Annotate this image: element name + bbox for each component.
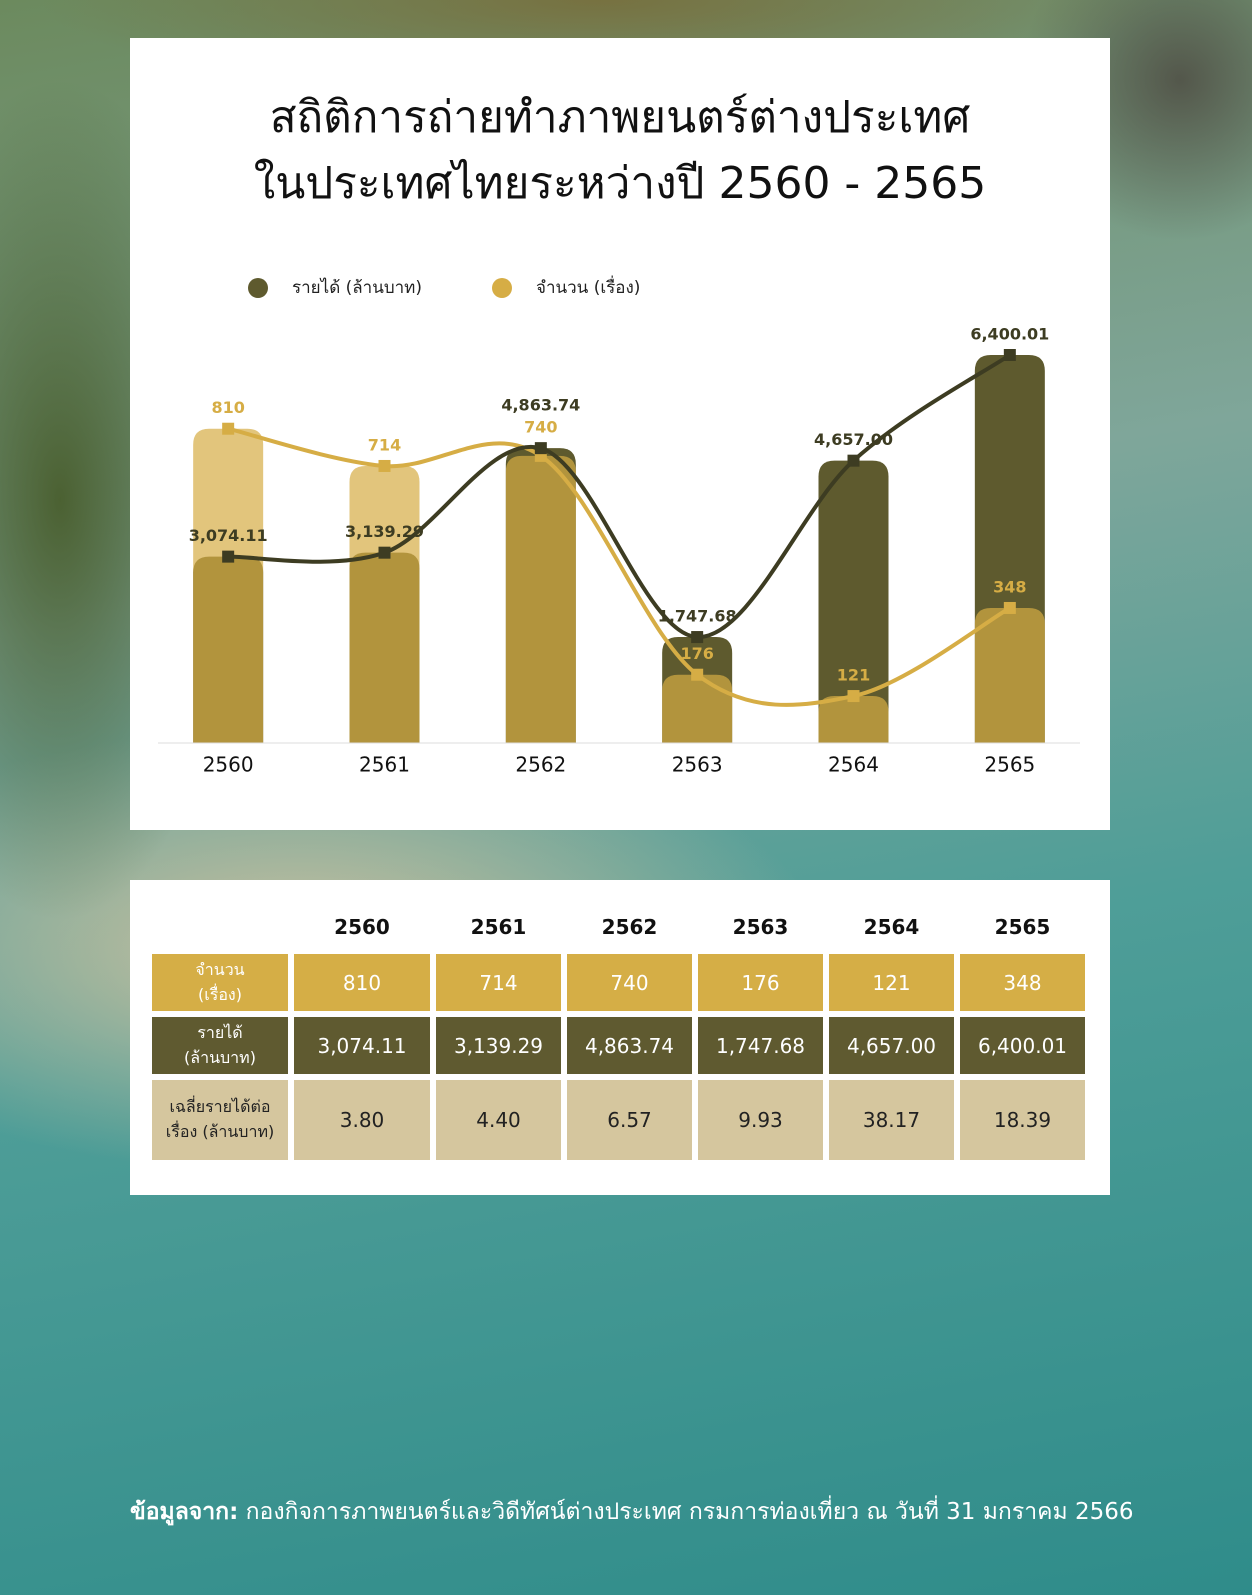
x-tick-label: 2563 <box>672 753 723 777</box>
header-row: 2560 2561 2562 2563 2564 2565 <box>152 906 1085 948</box>
cell: 1,747.68 <box>698 1017 823 1074</box>
marker <box>534 442 547 455</box>
legend-swatch <box>248 278 268 298</box>
cell: 3,074.11 <box>294 1017 430 1074</box>
x-tick-label: 2564 <box>828 753 879 777</box>
line <box>228 353 1011 640</box>
data-label: 121 <box>837 666 870 685</box>
legend-label: รายได้ (ล้านบาท) <box>292 277 422 298</box>
cell: 810 <box>294 954 430 1011</box>
marker <box>847 454 860 467</box>
chart-title: สถิติการถ่ายทำภาพยนตร์ต่างประเทศ ในประเท… <box>253 92 987 209</box>
data-label: 740 <box>524 418 557 437</box>
cell: 176 <box>698 954 823 1011</box>
table-row: รายได้ (ล้านบาท) 3,074.11 3,139.29 4,863.74… <box>152 1017 1085 1074</box>
marker <box>691 631 704 644</box>
row-label: จำนวน (เรื่อง) <box>152 954 288 1011</box>
cell: 9.93 <box>698 1080 823 1160</box>
bar <box>974 607 1045 743</box>
data-label: 714 <box>368 435 401 454</box>
cell: 121 <box>829 954 954 1011</box>
column-header: 2560 <box>334 915 390 939</box>
table-row: เฉลี่ยรายได้ต่อ เรื่อง (ล้านบาท) 3.80 4.40… <box>152 1080 1085 1160</box>
data-label: 3,074.11 <box>189 526 268 545</box>
cell: 18.39 <box>960 1080 1085 1160</box>
data-label: 810 <box>211 398 244 417</box>
data-label: 348 <box>993 577 1026 596</box>
column-header: 2563 <box>732 915 789 939</box>
chart-card <box>130 38 1110 830</box>
cell: 3.80 <box>294 1080 430 1160</box>
cell: 38.17 <box>829 1080 954 1160</box>
data-label: 176 <box>680 644 713 663</box>
cell: 4,863.74 <box>567 1017 692 1074</box>
data-label: 1,747.68 <box>658 607 737 626</box>
cell: 740 <box>567 954 692 1011</box>
table-row: จำนวน (เรื่อง) 810 714 740 176 121 348 <box>152 954 1085 1011</box>
marker <box>378 459 391 472</box>
cell: 4.40 <box>436 1080 561 1160</box>
marker <box>378 546 391 559</box>
marker <box>222 422 235 435</box>
source-text: กองกิจการภาพยนตร์และวิดีทัศน์ต่างประเทศ … <box>245 1499 1134 1525</box>
x-tick-label: 2565 <box>984 753 1035 777</box>
cell: 714 <box>436 954 561 1011</box>
data-label: 4,863.74 <box>501 396 580 415</box>
bar <box>662 674 733 743</box>
marker <box>1003 601 1016 614</box>
data-label: 6,400.01 <box>970 324 1049 343</box>
bar <box>505 455 576 743</box>
legend-label: จำนวน (เรื่อง) <box>536 275 640 298</box>
data-table: 2560 2561 2562 2563 2564 2565 จำนวน (เรื่อง) 81… <box>146 900 1091 1166</box>
x-tick-label: 2560 <box>203 753 254 777</box>
cell: 4,657.00 <box>829 1017 954 1074</box>
cell: 6.57 <box>567 1080 692 1160</box>
marker <box>691 668 704 681</box>
marker <box>847 690 860 703</box>
corner <box>152 906 288 948</box>
bar <box>818 460 889 743</box>
cell: 3,139.29 <box>436 1017 561 1074</box>
legend-swatch <box>492 278 512 298</box>
marker <box>1003 348 1016 361</box>
data-label: 3,139.29 <box>345 522 424 541</box>
bar <box>193 428 264 743</box>
cell: 348 <box>960 954 1085 1011</box>
data-label: 4,657.00 <box>814 430 893 449</box>
cell: 6,400.01 <box>960 1017 1085 1074</box>
row-label: เฉลี่ยรายได้ต่อ เรื่อง (ล้านบาท) <box>152 1080 288 1160</box>
x-tick-label: 2562 <box>515 753 566 777</box>
column-header: 2564 <box>863 915 920 939</box>
column-header: 2565 <box>994 915 1051 939</box>
line <box>227 426 1011 707</box>
column-header: 2561 <box>470 915 527 939</box>
bar <box>818 696 889 743</box>
x-tick-label: 2561 <box>359 753 410 777</box>
chart: รายได้ (ล้านบาท) จำนวน (เรื่อง) 3,074.11 81… <box>158 275 1080 777</box>
marker <box>222 550 235 563</box>
bar <box>349 465 420 743</box>
row-label: รายได้ (ล้านบาท) <box>152 1017 288 1074</box>
source: ข้อมูลจาก: กองกิจการภาพยนตร์และวิดีทัศน์… <box>130 1494 1134 1530</box>
column-header: 2562 <box>601 915 658 939</box>
source-label: ข้อมูลจาก: <box>130 1499 239 1525</box>
